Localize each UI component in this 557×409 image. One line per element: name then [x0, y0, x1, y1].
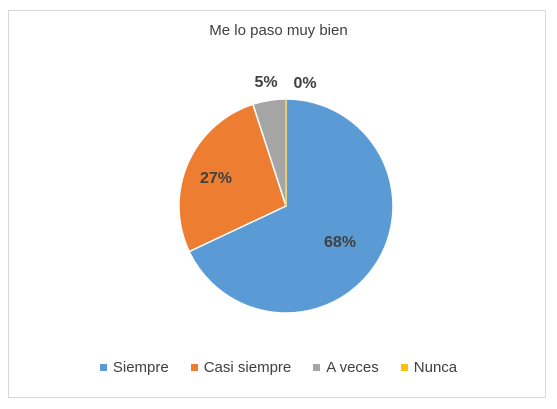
legend-item-nunca: Nunca: [400, 359, 458, 376]
legend-swatch-nunca: [400, 364, 408, 371]
pie-slice-casi-siempre: [178, 103, 287, 253]
data-label-a-veces: 5%: [254, 74, 277, 91]
legend-label-casi-siempre: Casi siempre: [203, 359, 292, 376]
legend-label-a-veces: A veces: [326, 359, 379, 376]
data-label-siempre: 68%: [324, 234, 356, 251]
legend-item-a-veces: A veces: [313, 359, 379, 376]
chart-title: Me lo paso muy bien: [209, 22, 348, 39]
data-label-casi-siempre: 27%: [200, 170, 232, 187]
legend-item-siempre: Siempre: [99, 359, 169, 376]
legend-item-casi-siempre: Casi siempre: [190, 359, 292, 376]
legend-label-nunca: Nunca: [413, 359, 458, 376]
legend-swatch-siempre: [99, 364, 107, 371]
data-label-nunca: 0%: [293, 75, 316, 92]
legend-label-siempre: Siempre: [112, 359, 169, 376]
pie-slice-siempre: [188, 98, 394, 314]
legend-swatch-casi-siempre: [190, 364, 198, 371]
chart-legend: Siempre Casi siempre A veces Nunca: [0, 359, 557, 376]
legend-swatch-a-veces: [313, 364, 321, 371]
